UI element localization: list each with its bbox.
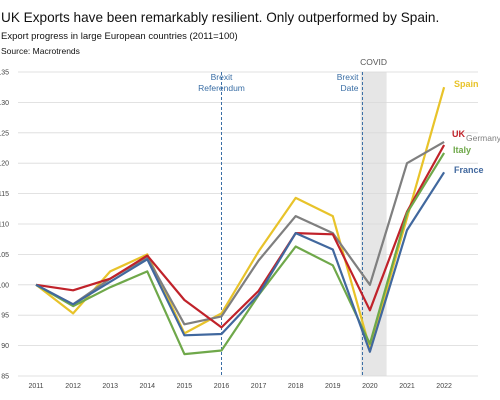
annotation-label-1-0: Brexit: [337, 72, 359, 82]
series-label-germany: Germany: [466, 133, 500, 143]
x-tick-2021: 2021: [399, 383, 415, 390]
series-line-spain: [35, 86, 446, 350]
annotation-label-1-1: Date: [341, 83, 359, 93]
x-tick-2015: 2015: [177, 383, 193, 390]
y-tick-120: 120: [0, 161, 9, 168]
chart-source: Source: Macrotrends: [1, 46, 80, 56]
x-tick-2020: 2020: [362, 383, 378, 390]
annotation-label-0-1: Referendum: [198, 83, 245, 93]
y-tick-85: 85: [1, 374, 9, 381]
annotation-label-0-0: Brexit: [211, 72, 233, 82]
x-tick-2018: 2018: [288, 383, 304, 390]
y-tick-95: 95: [1, 313, 9, 320]
series-line-uk: [35, 144, 446, 329]
series-label-italy: Italy: [453, 145, 471, 155]
y-tick-105: 105: [0, 252, 9, 259]
series-line-france: [35, 171, 446, 353]
chart-title: UK Exports have been remarkably resilien…: [1, 10, 440, 25]
x-tick-2012: 2012: [65, 383, 81, 390]
y-tick-130: 130: [0, 100, 9, 107]
series-line-germany: [35, 140, 445, 326]
chart-subtitle: Export progress in large European countr…: [1, 31, 238, 42]
series-label-spain: Spain: [454, 79, 479, 89]
y-tick-90: 90: [1, 343, 9, 350]
y-tick-110: 110: [0, 222, 9, 229]
x-tick-2022: 2022: [436, 383, 452, 390]
x-tick-2011: 2011: [28, 383, 43, 390]
x-tick-2013: 2013: [102, 383, 118, 390]
x-tick-2019: 2019: [325, 383, 341, 390]
x-tick-2014: 2014: [140, 383, 156, 390]
x-tick-2017: 2017: [251, 383, 267, 390]
series-label-france: France: [454, 165, 484, 175]
y-tick-115: 115: [0, 191, 9, 198]
series-line-italy: [35, 152, 446, 356]
y-tick-135: 135: [0, 70, 9, 77]
series-label-uk: UK: [452, 129, 465, 139]
covid-label: COVID: [360, 57, 387, 67]
x-tick-2016: 2016: [214, 383, 230, 390]
y-tick-100: 100: [0, 282, 9, 289]
y-tick-125: 125: [0, 130, 9, 137]
